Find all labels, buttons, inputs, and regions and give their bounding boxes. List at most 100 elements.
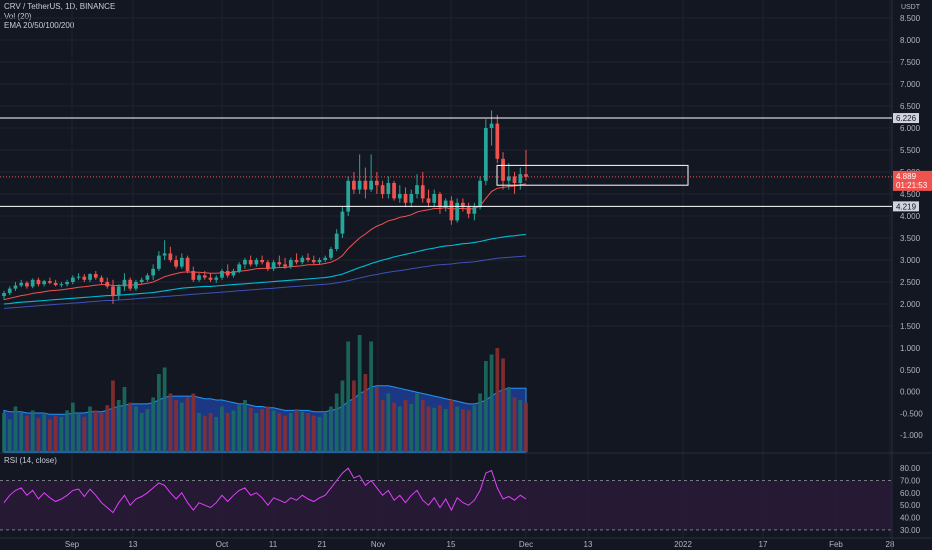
candle-body (134, 282, 138, 289)
candle-body (266, 262, 270, 269)
candle-body (374, 180, 379, 186)
candle-body (185, 257, 190, 271)
candle-body (386, 183, 391, 194)
candle-body (466, 207, 471, 214)
x-tick-label: Feb (829, 540, 843, 549)
price-tick-label: 8.500 (900, 14, 921, 23)
candle-body (179, 257, 184, 267)
candle-body (472, 207, 477, 214)
volume-bar (225, 413, 230, 452)
last-price-tag-text: 4.889 (896, 172, 917, 181)
candle-body (271, 262, 276, 269)
volume-bar (283, 415, 287, 452)
volume-bar (300, 411, 305, 452)
candle-body (403, 194, 408, 203)
candle-body (501, 158, 505, 181)
candle-body (420, 185, 425, 199)
ema-indicator-label[interactable]: EMA 20/50/100/200 (4, 21, 75, 30)
rsi-indicator-label[interactable]: RSI (14, close) (4, 456, 57, 465)
x-tick-label: 13 (129, 540, 138, 549)
volume-bar (432, 407, 437, 452)
volume-bar (139, 413, 144, 452)
candle-body (214, 277, 219, 280)
candle-body (191, 271, 196, 280)
candle-body (357, 180, 362, 190)
volume-bar (449, 400, 454, 452)
candle-body (432, 194, 437, 203)
candle-body (363, 180, 368, 190)
x-tick-label: Dec (519, 540, 533, 549)
volume-bar (42, 413, 47, 452)
volume-ma-area (3, 385, 527, 453)
volume-tick-label: 0.000 (900, 388, 921, 397)
price-tick-label: 1.500 (900, 322, 921, 331)
candle-body (105, 282, 110, 287)
candle-body (25, 282, 29, 287)
price-tick-label: 3.000 (900, 256, 921, 265)
volume-bar (461, 409, 465, 452)
volume-bar (472, 405, 477, 452)
volume-tick-label: -0.500 (900, 409, 923, 418)
candle-body (65, 282, 69, 285)
volume-bar (185, 397, 190, 452)
candle-body (225, 271, 230, 276)
volume-tick-label: 0.500 (900, 366, 921, 375)
volume-bar (374, 387, 379, 452)
volume-bar (380, 400, 385, 452)
volume-bar (105, 405, 110, 452)
level-price-tag-text: 6.226 (896, 114, 917, 123)
candle-body (438, 194, 442, 208)
candle-body (2, 293, 6, 297)
price-tick-label: 2.000 (900, 300, 921, 309)
candle-body (174, 260, 178, 267)
candle-body (7, 288, 12, 293)
volume-tick-label: -1.000 (900, 431, 923, 440)
candle-body (116, 286, 121, 296)
candle-body (317, 260, 322, 263)
candle-body (151, 268, 156, 276)
volume-bar (197, 413, 201, 452)
volume-bar (116, 400, 121, 452)
x-tick-label: 15 (447, 540, 456, 549)
volume-bar (13, 406, 18, 452)
symbol-label[interactable]: CRV / TetherUS, 1D, BINANCE (4, 2, 116, 11)
candle-body (495, 123, 500, 159)
volume-indicator-label[interactable]: Vol (20) (4, 11, 32, 21)
volume-bar (93, 410, 98, 452)
volume-bar (524, 402, 528, 452)
candle-body (415, 185, 419, 194)
volume-bar (495, 348, 500, 452)
candle-body (30, 279, 35, 287)
volume-bar (260, 409, 264, 452)
candle-body (524, 174, 528, 177)
candle-body (426, 198, 431, 203)
candle-body (461, 202, 465, 208)
candle-body (145, 275, 150, 280)
candle-body (53, 282, 58, 286)
volume-bar (145, 409, 150, 452)
rsi-line (3, 467, 527, 514)
volume-bar (162, 367, 167, 452)
volume-bar (36, 418, 41, 452)
volume-bar (65, 410, 69, 452)
x-tick-label: 17 (759, 540, 768, 549)
volume-bar (352, 380, 356, 452)
candle-body (489, 123, 494, 128)
volume-bar (231, 410, 236, 452)
candle-body (283, 264, 287, 267)
volume-bar (151, 397, 156, 452)
price-tick-label: 6.000 (900, 124, 921, 133)
candle-body (483, 128, 488, 181)
candle-body (237, 264, 242, 271)
volume-bar (392, 402, 396, 452)
price-tick-label: 6.500 (900, 102, 921, 111)
candle-body (397, 194, 402, 199)
price-tick-label: 3.500 (900, 234, 921, 243)
volume-bar (254, 413, 259, 452)
volume-bar (2, 413, 6, 452)
candle-body (13, 285, 18, 289)
candle-body (168, 253, 173, 260)
candle-body (352, 180, 356, 190)
volume-bar (329, 406, 333, 452)
